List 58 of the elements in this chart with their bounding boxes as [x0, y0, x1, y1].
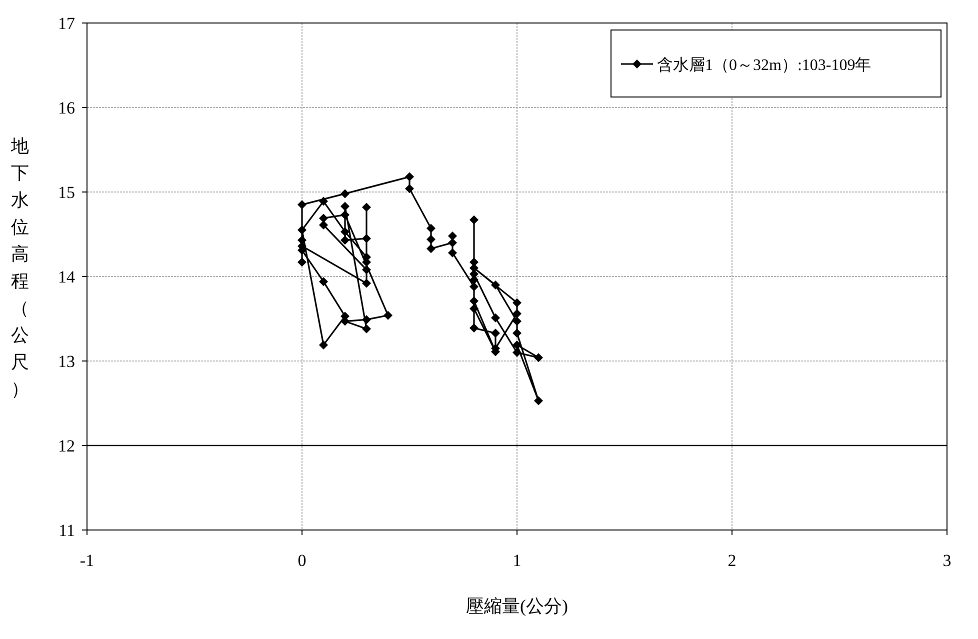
- point: [426, 244, 436, 254]
- point: [340, 236, 350, 245]
- x-tick-label: 2: [728, 551, 736, 570]
- y-tick-label: 14: [58, 268, 76, 286]
- point: [362, 278, 371, 288]
- point: [426, 224, 436, 233]
- point: [534, 353, 543, 362]
- point: [512, 316, 522, 326]
- point: [512, 298, 522, 308]
- point: [384, 310, 392, 320]
- point: [512, 348, 522, 358]
- point: [448, 248, 457, 258]
- point: [448, 238, 457, 248]
- point: [470, 282, 478, 292]
- point: [298, 200, 306, 210]
- y-tick-label: 15: [58, 183, 75, 202]
- y-tick-label: 13: [58, 352, 75, 371]
- point: [340, 210, 350, 220]
- point: [319, 277, 328, 286]
- point: [405, 184, 414, 194]
- point: [491, 313, 500, 322]
- point: [362, 265, 371, 274]
- point: [470, 324, 478, 333]
- point: [405, 172, 414, 182]
- y-tick-label: 16: [58, 98, 75, 118]
- point: [512, 309, 522, 318]
- point: [298, 258, 306, 267]
- x-axis-title: 壓縮量(公分): [466, 596, 568, 616]
- x-tick-label: 1: [512, 551, 522, 570]
- point: [362, 315, 371, 324]
- point: [470, 304, 478, 314]
- point: [340, 202, 350, 211]
- point: [340, 189, 350, 198]
- point: [470, 296, 478, 306]
- point: [319, 196, 328, 206]
- point: [534, 396, 543, 406]
- y-tick-label: 11: [58, 521, 75, 540]
- x-tick-label: 0: [298, 551, 306, 570]
- y-tick-label: 12: [58, 436, 75, 456]
- y-tick-label: 17: [58, 14, 76, 33]
- point: [512, 340, 522, 350]
- point: [362, 234, 371, 243]
- point: [491, 328, 500, 338]
- point: [426, 234, 436, 244]
- point: [340, 227, 350, 236]
- text: 地下水位高程（公尺）: [11, 136, 29, 399]
- point: [362, 324, 371, 334]
- point: [491, 280, 500, 290]
- legend-label: 含水層1（0～32m）:103-109年: [657, 56, 872, 74]
- point: [512, 328, 522, 338]
- x-tick-label: 3: [942, 551, 952, 570]
- point: [448, 231, 457, 240]
- point: [319, 340, 328, 350]
- point: [362, 202, 371, 212]
- point: [470, 215, 478, 224]
- point: [298, 226, 306, 235]
- point: [319, 214, 328, 223]
- x-tick-label: -1: [80, 551, 94, 570]
